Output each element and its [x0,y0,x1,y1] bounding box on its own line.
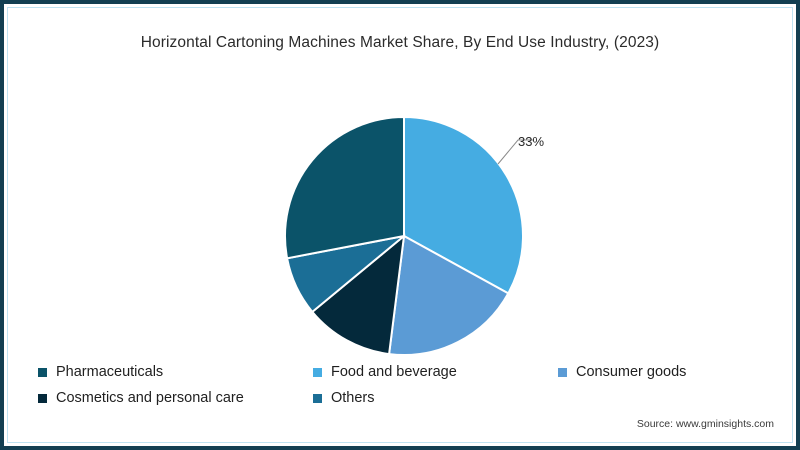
legend-row: Pharmaceuticals Food and beverage Consum… [38,364,738,380]
legend-item-food-and-beverage[interactable]: Food and beverage [313,364,558,380]
legend-swatch-icon [313,367,322,377]
chart-title: Horizontal Cartoning Machines Market Sha… [140,34,660,51]
source-attribution: Source: www.gminsights.com [636,418,774,430]
legend-label: Pharmaceuticals [56,364,164,380]
legend: Pharmaceuticals Food and beverage Consum… [38,364,738,416]
pie-slice-food-and-beverage[interactable] [403,116,524,295]
legend-swatch-icon [38,393,47,403]
legend-item-cosmetics-and-personal-care[interactable]: Cosmetics and personal care [38,390,313,406]
legend-label: Others [331,390,375,406]
legend-row: Cosmetics and personal care Others [38,390,738,406]
legend-item-consumer-goods[interactable]: Consumer goods [558,364,686,380]
legend-label: Consumer goods [576,364,687,380]
legend-item-others[interactable]: Others [313,390,558,406]
legend-label: Cosmetics and personal care [56,390,244,406]
pie-slice-consumer-goods[interactable] [387,234,510,356]
pie-svg [284,116,524,356]
legend-swatch-icon [558,367,567,377]
pie-chart [284,116,524,356]
legend-item-pharmaceuticals[interactable]: Pharmaceuticals [38,364,313,380]
pie-slice-cosmetics-and-personal-care[interactable] [310,233,406,356]
legend-label: Food and beverage [331,364,457,380]
legend-swatch-icon [38,367,47,377]
pie-slice-pharmaceuticals[interactable] [284,116,405,260]
pie-data-label-food-and-beverage: 33% [518,134,545,149]
legend-swatch-icon [313,393,322,403]
